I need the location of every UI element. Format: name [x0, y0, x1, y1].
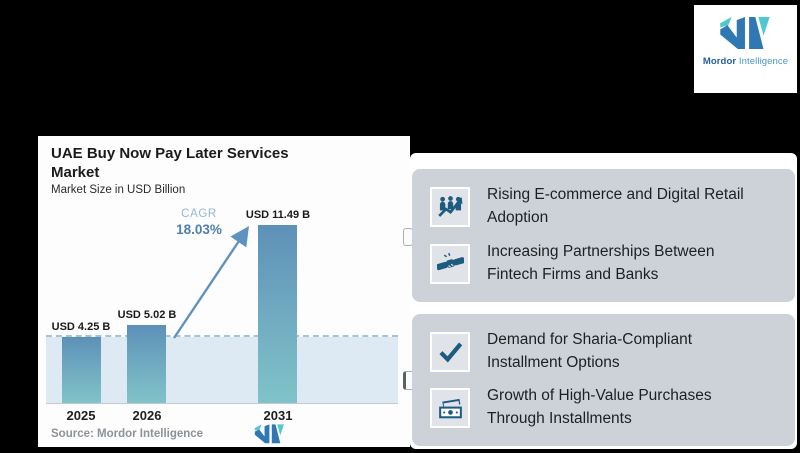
x-tick-2025: 2025 — [66, 408, 96, 423]
x-tick-2031: 2031 — [263, 408, 293, 423]
chart-subtitle: Market Size in USD Billion — [51, 184, 186, 196]
market-chart-card: UAE Buy Now Pay Later Services Market Ma… — [38, 136, 410, 447]
driver-card-top: Rising E-commerce and Digital Retail Ado… — [412, 169, 795, 302]
driver-card-bottom: Demand for Sharia-Compliant Installment … — [412, 314, 795, 446]
banknote-icon — [430, 388, 470, 429]
x-tick-2026: 2026 — [132, 408, 162, 423]
logo-text-light: Intelligence — [738, 56, 789, 67]
checkmark-icon — [430, 331, 470, 372]
handshake-icon — [430, 243, 470, 284]
driver-row-high-value: Growth of High-Value Purchases Through I… — [412, 385, 795, 431]
driver-row-partnerships: Increasing Partnerships Between Fintech … — [412, 241, 795, 287]
reference-band-fill — [46, 337, 398, 403]
cagr-label: CAGR — [181, 208, 217, 220]
x-axis-line — [46, 403, 398, 404]
driver-row-sharia: Demand for Sharia-Compliant Installment … — [412, 329, 795, 375]
bar-value-2031: USD 11.49 B — [245, 209, 311, 221]
source-attribution: Source: Mordor Intelligence — [51, 428, 204, 440]
chart-title: UAE Buy Now Pay Later Services Market — [51, 145, 289, 182]
bar-2031 — [258, 225, 297, 403]
driver-row-ecommerce: Rising E-commerce and Digital Retail Ado… — [412, 184, 795, 230]
team-growth-icon — [430, 187, 470, 228]
mordor-intelligence-mini-logo-icon — [253, 423, 287, 444]
driver-label-sharia: Demand for Sharia-Compliant Installment … — [487, 330, 693, 371]
bar-value-2026: USD 5.02 B — [117, 309, 177, 321]
logo-text-bold: Mordor — [702, 56, 737, 67]
driver-label-high-value: Growth of High-Value Purchases Through I… — [487, 387, 712, 428]
bar-value-2025: USD 4.25 B — [51, 321, 111, 333]
bar-2025 — [62, 337, 101, 403]
cagr-annotation: CAGR 18.03% — [158, 208, 240, 237]
driver-label-ecommerce: Rising E-commerce and Digital Retail Ado… — [487, 186, 744, 227]
mordor-intelligence-logo-icon — [717, 15, 775, 50]
logo-wordmark: Mordor Intelligence — [703, 56, 788, 67]
bar-2026 — [127, 325, 166, 403]
cagr-value: 18.03% — [176, 222, 222, 237]
driver-label-partnerships: Increasing Partnerships Between Fintech … — [487, 243, 715, 283]
mordor-intelligence-logo-card: Mordor Intelligence — [694, 5, 797, 93]
